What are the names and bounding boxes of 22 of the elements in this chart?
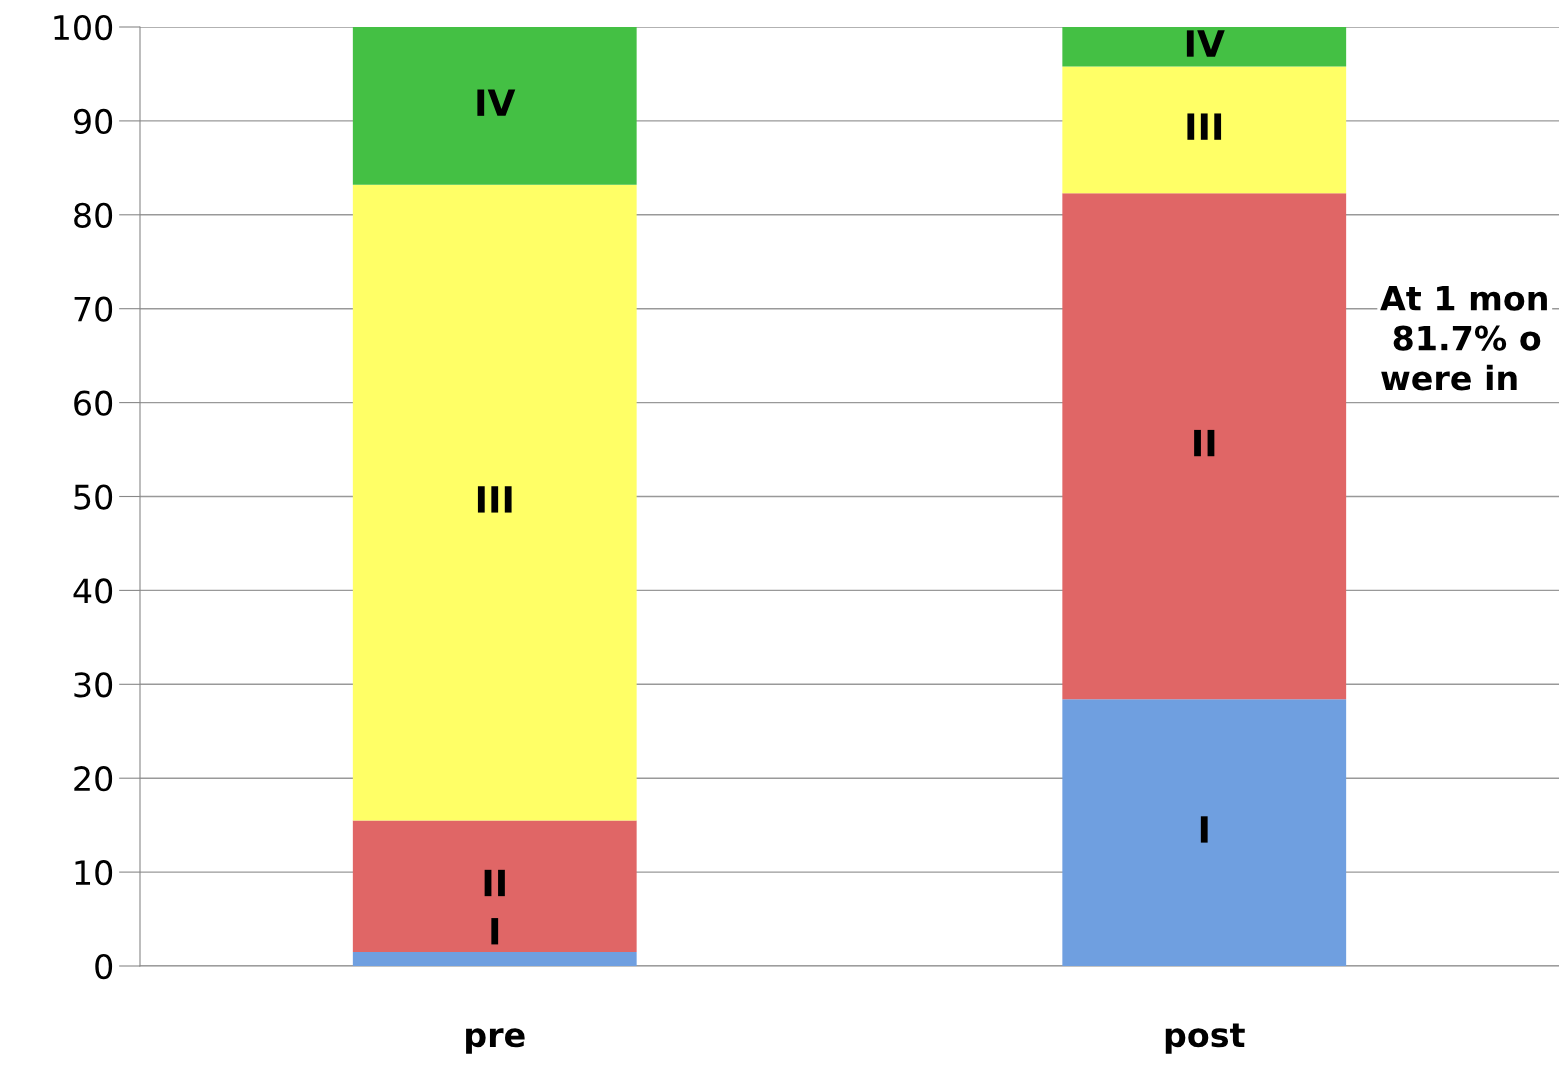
y-tick-label: 40 [73,578,113,604]
text: I [1200,816,1208,843]
text: III [477,486,512,513]
x-tick-label: pre [466,1028,525,1054]
text: IV [477,89,516,116]
y-tick-label: 20 [74,766,113,792]
series-label: I [491,918,499,945]
y-tick-label: 60 [74,390,113,416]
y-tick-label: 0 [95,953,113,980]
y-tick-label: 70 [74,296,113,322]
y-tick-label: 50 [74,484,113,510]
series-label: III [1187,113,1222,140]
series-label: II [484,869,505,897]
y-tick-label: 30 [74,672,113,698]
y-tick-label: 90 [73,108,113,135]
x-tick-label: post [1165,1023,1245,1054]
text: II [1194,429,1215,457]
y-tick-label: 100 [54,14,113,41]
y-tick-label: 80 [74,202,113,228]
y-tick-label: 10 [75,860,113,886]
series-label: IV [1186,30,1225,57]
annotation: At 1 mon 81.7% o were in [1380,286,1547,391]
